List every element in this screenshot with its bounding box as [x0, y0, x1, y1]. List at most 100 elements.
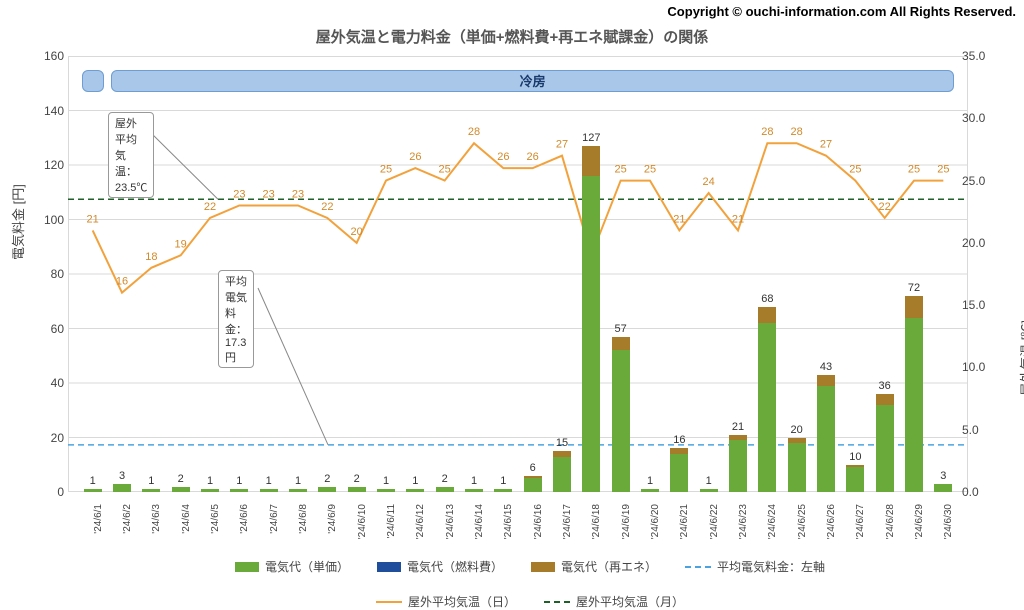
- x-tick-label: '24/6/3: [151, 504, 162, 556]
- bar: [465, 489, 483, 492]
- x-tick-label: '24/6/27: [855, 504, 866, 556]
- bar: [729, 435, 747, 492]
- bar: [612, 337, 630, 492]
- x-tick-label: '24/6/4: [181, 504, 192, 556]
- legend-item-line-temp: 屋外平均気温（日）: [376, 593, 516, 610]
- bar: [113, 484, 131, 492]
- x-tick-label: '24/6/7: [269, 504, 280, 556]
- chart-title: 屋外気温と電力料金（単価+燃料費+再エネ賦課金）の関係: [0, 26, 1024, 47]
- x-tick-label: '24/6/20: [650, 504, 661, 556]
- callout: 屋外平均気温：23.5℃: [108, 112, 154, 198]
- bar: [846, 465, 864, 492]
- x-tick-label: '24/6/2: [122, 504, 133, 556]
- legend-label: 屋外平均気温（日）: [408, 593, 516, 610]
- y2-axis-label: 屋外気温 [℃]: [1016, 320, 1024, 396]
- bar: [817, 375, 835, 492]
- x-tick-label: '24/6/22: [709, 504, 720, 556]
- y1-tick-label: 80: [36, 267, 64, 281]
- legend-label: 屋外平均気温（月）: [576, 593, 684, 610]
- bar: [553, 451, 571, 492]
- bar-total-label: 2: [324, 473, 330, 485]
- bar: [788, 438, 806, 493]
- bar-total-label: 1: [207, 475, 213, 487]
- bar-total-label: 36: [879, 380, 891, 392]
- x-tick-label: '24/6/29: [914, 504, 925, 556]
- x-tick-label: '24/6/28: [885, 504, 896, 556]
- y2-tick-label: 10.0: [962, 360, 994, 374]
- y2-tick-label: 15.0: [962, 298, 994, 312]
- bar-total-label: 20: [791, 424, 803, 436]
- y1-tick-label: 140: [36, 104, 64, 118]
- bar: [201, 489, 219, 492]
- bar-total-label: 72: [908, 282, 920, 294]
- bar-total-label: 1: [90, 475, 96, 487]
- bar-total-label: 1: [266, 475, 272, 487]
- copyright-text: Copyright © ouchi-information.com All Ri…: [667, 4, 1016, 19]
- bar: [524, 476, 542, 492]
- bar-total-label: 1: [500, 475, 506, 487]
- bar-total-label: 127: [582, 132, 600, 144]
- x-tick-label: '24/6/14: [474, 504, 485, 556]
- y2-tick-label: 0.0: [962, 485, 994, 499]
- bar-total-label: 16: [673, 434, 685, 446]
- bar: [406, 489, 424, 492]
- bar: [934, 484, 952, 492]
- bar-total-label: 1: [471, 475, 477, 487]
- legend-item-avg-price: 平均電気料金：左軸: [685, 558, 825, 575]
- legend-item-unit: 電気代（単価）: [235, 558, 349, 575]
- bar-total-label: 43: [820, 361, 832, 373]
- bar: [142, 489, 160, 492]
- x-tick-label: '24/6/19: [621, 504, 632, 556]
- y2-tick-label: 5.0: [962, 423, 994, 437]
- bar: [84, 489, 102, 492]
- x-tick-label: '24/6/12: [415, 504, 426, 556]
- bar: [318, 487, 336, 492]
- bar-total-label: 2: [178, 473, 184, 485]
- bar-total-label: 68: [761, 293, 773, 305]
- legend: 電気代（単価） 電気代（燃料費） 電気代（再エネ） 平均電気料金：左軸 屋外平均…: [170, 558, 890, 610]
- bar: [700, 489, 718, 492]
- x-tick-label: '24/6/30: [943, 504, 954, 556]
- bar: [289, 489, 307, 492]
- x-tick-label: '24/6/18: [591, 504, 602, 556]
- bar: [670, 448, 688, 492]
- legend-label: 電気代（燃料費）: [407, 558, 503, 575]
- x-tick-label: '24/6/1: [93, 504, 104, 556]
- y1-axis-label: 電気料金 [円]: [8, 184, 27, 260]
- bar: [230, 489, 248, 492]
- bar: [876, 394, 894, 492]
- y1-tick-label: 60: [36, 322, 64, 336]
- bar-total-label: 1: [412, 475, 418, 487]
- x-tick-label: '24/6/15: [503, 504, 514, 556]
- bar-total-label: 3: [119, 470, 125, 482]
- bar: [582, 146, 600, 492]
- y1-tick-label: 100: [36, 213, 64, 227]
- legend-label: 平均電気料金：左軸: [717, 558, 825, 575]
- bar: [260, 489, 278, 492]
- bar: [436, 487, 454, 492]
- x-tick-label: '24/6/24: [767, 504, 778, 556]
- bar-total-label: 6: [530, 462, 536, 474]
- x-tick-label: '24/6/17: [562, 504, 573, 556]
- bar-total-label: 1: [295, 475, 301, 487]
- bar: [641, 489, 659, 492]
- bar-total-label: 1: [383, 475, 389, 487]
- legend-item-avg-temp: 屋外平均気温（月）: [544, 593, 684, 610]
- bar: [172, 487, 190, 492]
- bar-total-label: 2: [442, 473, 448, 485]
- bar-total-label: 1: [647, 475, 653, 487]
- x-tick-label: '24/6/10: [357, 504, 368, 556]
- legend-item-reene: 電気代（再エネ）: [531, 558, 657, 575]
- y2-tick-label: 20.0: [962, 236, 994, 250]
- bar-total-label: 1: [236, 475, 242, 487]
- bar-total-label: 2: [354, 473, 360, 485]
- bar-total-label: 15: [556, 437, 568, 449]
- bar: [348, 487, 366, 492]
- bar-total-label: 3: [940, 470, 946, 482]
- x-tick-label: '24/6/26: [826, 504, 837, 556]
- y1-tick-label: 20: [36, 431, 64, 445]
- x-tick-label: '24/6/16: [533, 504, 544, 556]
- x-tick-label: '24/6/25: [797, 504, 808, 556]
- chart-plot-area: 2116181922232323222025262528262627192525…: [68, 56, 968, 492]
- bar: [494, 489, 512, 492]
